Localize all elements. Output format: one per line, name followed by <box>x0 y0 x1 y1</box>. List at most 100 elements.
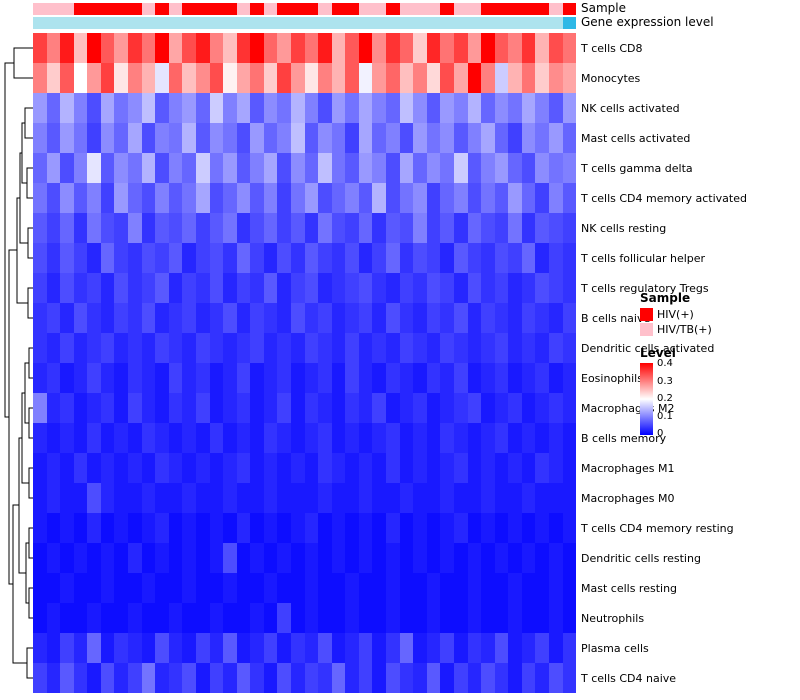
heatmap-cell <box>209 573 224 603</box>
heatmap-cell <box>399 633 414 663</box>
sample-annotation-bar <box>33 3 577 15</box>
heatmap-cell <box>453 243 468 273</box>
heatmap-cell <box>223 603 237 633</box>
heatmap-cell <box>60 423 74 453</box>
heatmap-cell <box>209 423 224 453</box>
heatmap-cell <box>318 393 332 423</box>
heatmap-cell <box>426 543 441 573</box>
heatmap-cell <box>318 303 332 333</box>
heatmap-cell <box>413 93 427 123</box>
heatmap-cell <box>399 123 414 153</box>
heatmap-cell <box>250 213 264 243</box>
heatmap-cell <box>128 663 142 693</box>
row-label: Mast cells activated <box>581 131 691 145</box>
heatmap-cell <box>413 303 427 333</box>
heatmap-row <box>33 453 577 483</box>
heatmap-cell <box>128 633 142 663</box>
heatmap-row <box>33 33 577 63</box>
heatmap-cell <box>331 33 346 63</box>
sample-annotation-cell <box>87 3 101 15</box>
heatmap-cell <box>141 573 156 603</box>
heatmap-cell <box>548 273 563 303</box>
heatmap-cell <box>467 333 482 363</box>
gene-annotation-cell <box>168 17 183 29</box>
heatmap-cell <box>277 273 291 303</box>
heatmap-cell <box>114 273 129 303</box>
heatmap-cell <box>494 393 509 423</box>
heatmap-cell <box>413 663 427 693</box>
heatmap-cell <box>100 633 115 663</box>
heatmap-cell <box>508 303 522 333</box>
heatmap-cell <box>290 573 305 603</box>
heatmap-cell <box>33 543 47 573</box>
heatmap-cell <box>521 393 536 423</box>
heatmap-cell <box>372 93 387 123</box>
heatmap-cell <box>548 513 563 543</box>
heatmap-cell <box>399 63 414 93</box>
heatmap-cell <box>236 273 251 303</box>
heatmap-cell <box>290 453 305 483</box>
heatmap-cell <box>87 423 101 453</box>
heatmap-cell <box>209 63 224 93</box>
heatmap-cell <box>182 123 196 153</box>
gene-expression-annotation-bar <box>33 17 577 29</box>
heatmap-cell <box>263 513 278 543</box>
heatmap-cell <box>345 483 359 513</box>
heatmap-cell <box>440 273 454 303</box>
heatmap-cell <box>399 153 414 183</box>
heatmap-cell <box>209 33 224 63</box>
heatmap-cell <box>182 423 196 453</box>
heatmap-cell <box>345 63 359 93</box>
row-label: Dendritic cells resting <box>581 551 701 565</box>
heatmap-cell <box>521 573 536 603</box>
heatmap-row <box>33 333 577 363</box>
heatmap-cell <box>372 453 387 483</box>
heatmap-cell <box>168 123 183 153</box>
heatmap-cell <box>250 123 264 153</box>
legend-panel: Sample HIV(+) HIV/TB(+) Level 0.4 0.3 0.… <box>640 291 798 439</box>
heatmap-cell <box>73 363 88 393</box>
gene-annotation-cell <box>263 17 278 29</box>
heatmap-cell <box>345 123 359 153</box>
heatmap-cell <box>87 543 101 573</box>
heatmap-cell <box>290 513 305 543</box>
heatmap-row <box>33 123 577 153</box>
heatmap-cell <box>413 573 427 603</box>
heatmap-cell <box>304 603 319 633</box>
heatmap-cell <box>535 303 549 333</box>
heatmap-cell <box>345 273 359 303</box>
heatmap-cell <box>562 573 577 603</box>
heatmap-cell <box>318 183 332 213</box>
heatmap-cell <box>33 663 47 693</box>
heatmap-cell <box>426 633 441 663</box>
heatmap-cell <box>481 423 495 453</box>
heatmap-cell <box>290 423 305 453</box>
heatmap-cell <box>155 333 169 363</box>
heatmap-cell <box>535 513 549 543</box>
heatmap-cell <box>114 633 129 663</box>
heatmap-cell <box>386 93 400 123</box>
heatmap-cell <box>318 363 332 393</box>
heatmap-cell <box>100 333 115 363</box>
heatmap-cell <box>345 33 359 63</box>
heatmap-cell <box>494 333 509 363</box>
heatmap-cell <box>33 633 47 663</box>
heatmap-cell <box>548 183 563 213</box>
heatmap-cell <box>277 663 291 693</box>
heatmap-cell <box>426 93 441 123</box>
heatmap-cell <box>562 273 577 303</box>
sample-annotation-cell <box>209 3 224 15</box>
heatmap-cell <box>386 603 400 633</box>
heatmap-cell <box>386 123 400 153</box>
heatmap-cell <box>426 513 441 543</box>
heatmap-cell <box>100 453 115 483</box>
heatmap-cell <box>521 93 536 123</box>
heatmap-cell <box>236 93 251 123</box>
heatmap-cell <box>263 93 278 123</box>
heatmap-cell <box>236 183 251 213</box>
heatmap-cell <box>508 663 522 693</box>
heatmap-cell <box>128 543 142 573</box>
heatmap-cell <box>73 573 88 603</box>
heatmap-cell <box>182 363 196 393</box>
heatmap-cell <box>562 123 577 153</box>
